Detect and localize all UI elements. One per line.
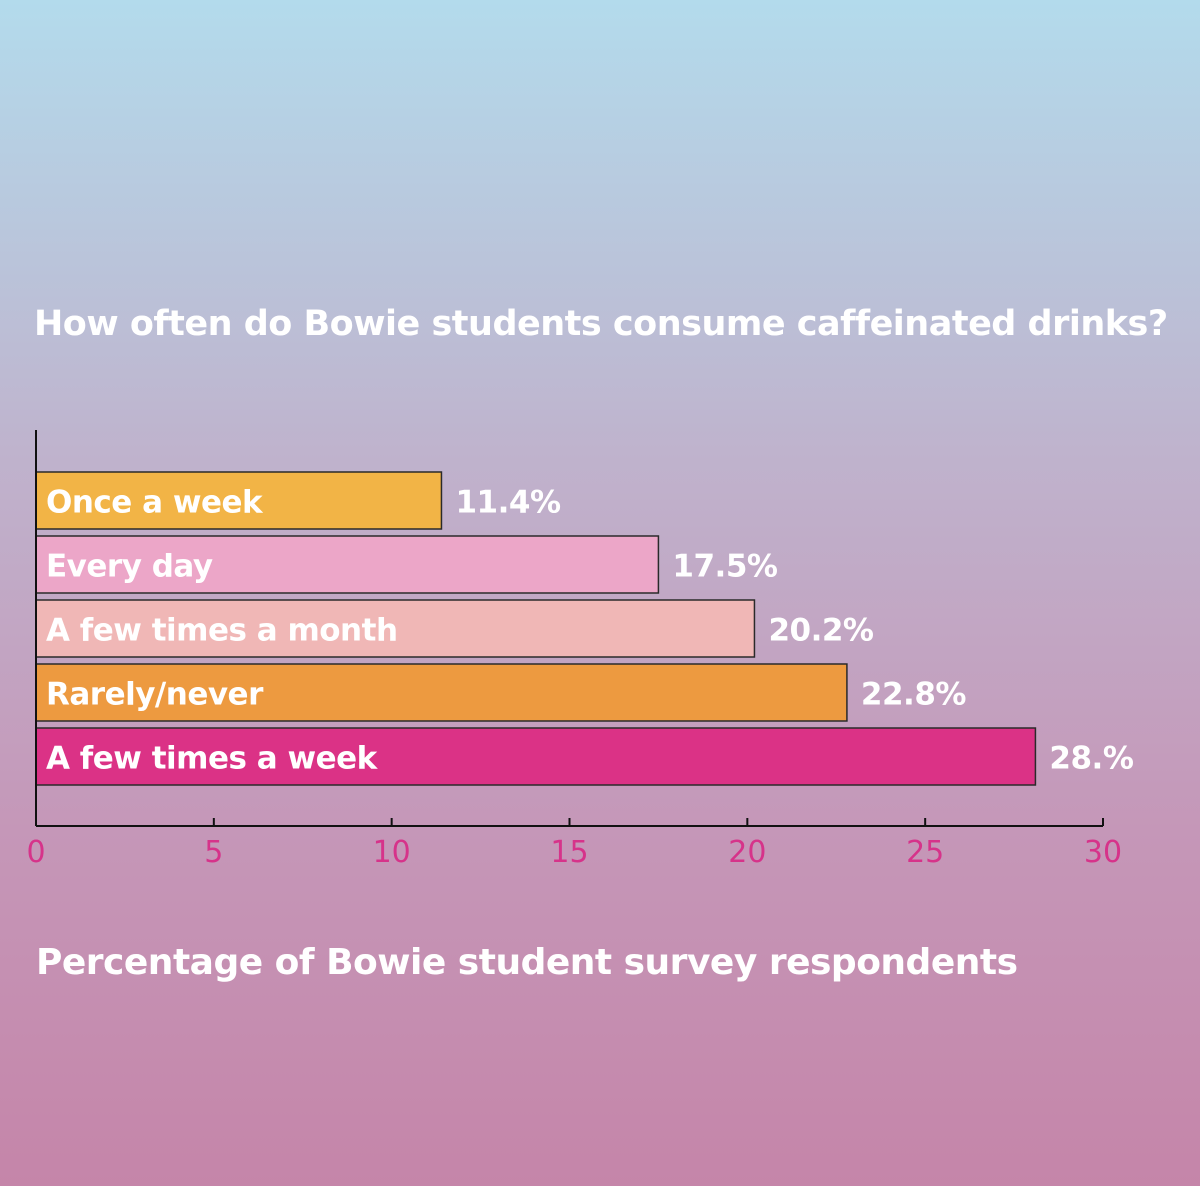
bar-2 bbox=[35, 535, 660, 594]
bar-value-label: 20.2% bbox=[768, 613, 873, 649]
bar-3 bbox=[35, 599, 756, 658]
x-tick-label: 15 bbox=[550, 835, 588, 870]
bar-category-label: Once a week bbox=[46, 485, 264, 521]
bar-5 bbox=[35, 727, 1037, 786]
x-tick-label: 0 bbox=[26, 835, 45, 870]
bar-1 bbox=[35, 471, 443, 530]
bars-layer: Once a week 11.4% Every day 17.5% A few time… bbox=[35, 471, 1134, 786]
x-tick-label: 25 bbox=[906, 835, 944, 870]
bar-value-label: 22.8% bbox=[861, 677, 966, 713]
x-tick-label: 5 bbox=[204, 835, 223, 870]
chart-title: How often do Bowie students consume caff… bbox=[34, 304, 1168, 344]
bar-value-label: 17.5% bbox=[672, 549, 777, 585]
bar-category-label: A few times a week bbox=[46, 741, 379, 777]
x-tick-label: 30 bbox=[1084, 835, 1122, 870]
x-tick-label: 20 bbox=[728, 835, 766, 870]
bar-value-label: 28.% bbox=[1049, 741, 1133, 777]
bar-4 bbox=[35, 663, 848, 722]
bar-category-label: Every day bbox=[46, 549, 213, 585]
x-tick-label: 10 bbox=[373, 835, 411, 870]
bar-category-label: Rarely/never bbox=[46, 677, 264, 713]
bar-category-label: A few times a month bbox=[46, 613, 398, 649]
x-axis-title: Percentage of Bowie student survey respo… bbox=[36, 942, 1018, 983]
axis-layer: 0 5 10 15 20 25 30 bbox=[26, 430, 1122, 870]
bar-value-label: 11.4% bbox=[455, 485, 560, 521]
